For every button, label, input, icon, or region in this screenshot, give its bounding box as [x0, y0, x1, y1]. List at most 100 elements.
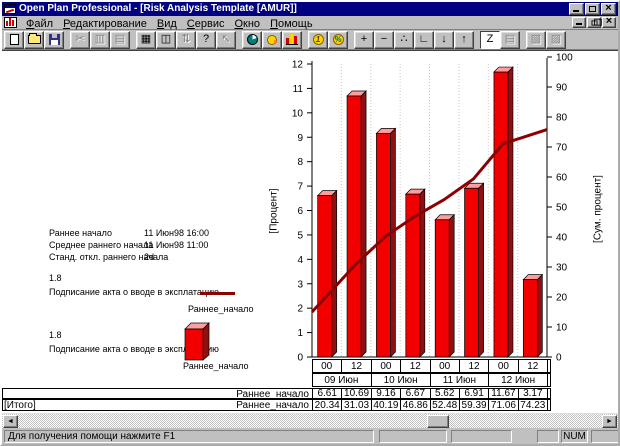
- axis-tick-spacer: [547, 360, 550, 372]
- percent-button[interactable]: %: [328, 30, 348, 49]
- minimize-icon: [573, 10, 579, 12]
- help-button[interactable]: ?: [196, 30, 216, 49]
- add-icon: +: [360, 33, 368, 45]
- paste-button: ▤: [110, 30, 130, 49]
- axis-tick-label: 12: [458, 360, 488, 372]
- restore-button[interactable]: [585, 3, 601, 15]
- move-down-button[interactable]: ↓: [434, 30, 454, 49]
- close-button[interactable]: ×: [601, 1, 616, 15]
- status-bar: Для получения помощи нажмите F1 NUM: [2, 428, 618, 444]
- date-group-label: 09 Июн: [324, 374, 359, 386]
- table-value: 3.17: [517, 388, 547, 399]
- legend-activity-name: Подписание акта о вводе в эксплатацию: [49, 344, 219, 354]
- menu-6[interactable]: Помощь: [270, 17, 313, 30]
- minimize-icon: [576, 23, 582, 25]
- transfer-button: ⇅: [176, 30, 196, 49]
- toolbar-group: 1%: [308, 30, 348, 49]
- status-panel: [591, 430, 618, 443]
- date-group-label: 12 Июн: [488, 374, 547, 386]
- print-icon: ▦: [140, 33, 152, 45]
- right-axis-title: [Сум. процент]: [592, 175, 604, 243]
- minimize-button[interactable]: [569, 3, 584, 15]
- notes-button: ▤: [500, 30, 520, 49]
- remove-button[interactable]: −: [374, 30, 394, 49]
- table-value: 40.19: [370, 400, 400, 411]
- histogram-button[interactable]: [282, 30, 302, 49]
- table-value: 10.69: [341, 388, 370, 399]
- add-button[interactable]: +: [354, 30, 374, 49]
- svg-text:40: 40: [556, 233, 568, 244]
- new-document-button[interactable]: [4, 30, 24, 49]
- table-value: 46.86: [400, 400, 429, 411]
- app-icon: [4, 4, 16, 14]
- scroll-right-button[interactable]: ►: [602, 415, 617, 428]
- print-preview-button[interactable]: ◫: [156, 30, 176, 49]
- zigzag-icon: Z: [486, 33, 494, 45]
- cost-button[interactable]: 1: [308, 30, 328, 49]
- paste-icon: ▤: [114, 33, 126, 45]
- doc-restore-button[interactable]: [587, 17, 602, 28]
- time-analysis-button[interactable]: [242, 30, 262, 49]
- save-button[interactable]: [44, 30, 64, 49]
- restore-icon: [589, 4, 601, 12]
- menu-5[interactable]: Окно: [234, 17, 261, 30]
- close-icon: ×: [605, 1, 612, 14]
- toolbar-group: ✂ ▥ ▤: [70, 30, 130, 49]
- date-group-label: 10 Июн: [370, 374, 430, 386]
- table-value: 11.67: [488, 388, 517, 399]
- horizontal-scrollbar[interactable]: ◄ ►: [2, 413, 618, 428]
- menu-2[interactable]: Редактирование: [63, 17, 147, 30]
- menu-3[interactable]: Вид: [156, 17, 177, 30]
- document-chart-icon: [4, 17, 17, 28]
- stat-label: Станд. откл. раннего начала: [49, 252, 169, 262]
- clock-icon: [246, 34, 258, 45]
- axis-tick-row-box: [312, 359, 551, 373]
- table-row-box: [2, 388, 551, 399]
- table-row-label: Раннее_начало: [236, 389, 309, 400]
- menu-4[interactable]: Сервис: [186, 17, 225, 30]
- svg-text:60: 60: [556, 173, 568, 184]
- table-value: 9.16: [370, 388, 400, 399]
- context-help-icon: ↖: [221, 33, 231, 45]
- window-title: Open Plan Professional - [Risk Analysis …: [19, 3, 297, 14]
- table-value: 6.61: [312, 388, 341, 399]
- status-panel: [379, 430, 447, 443]
- table-spacer: [547, 400, 550, 410]
- remove-icon: −: [380, 33, 388, 45]
- status-message: Для получения помощи нажмите F1: [4, 430, 374, 443]
- print-button[interactable]: ▦: [136, 30, 156, 49]
- copy-icon: ▥: [94, 33, 106, 45]
- svg-text:90: 90: [556, 83, 568, 94]
- legend-activity-id: 1.8: [49, 330, 62, 340]
- transfer-icon: ⇅: [181, 33, 191, 45]
- menu-1[interactable]: Файл: [26, 17, 54, 30]
- legend-activity-id: 1.8: [49, 273, 62, 283]
- chart-view: Раннее начало 11 Июн98 16:00 Среднее ранне…: [2, 50, 618, 413]
- toolbar-group: [242, 30, 302, 49]
- doc-close-button[interactable]: ×: [602, 15, 616, 28]
- open-button[interactable]: [24, 30, 44, 49]
- scroll-left-button[interactable]: ◄: [3, 415, 18, 428]
- close-icon: ×: [605, 15, 613, 27]
- open-folder-icon: [27, 33, 41, 44]
- svg-text:6: 6: [297, 206, 303, 217]
- table-value: 31.03: [341, 400, 370, 411]
- restore-icon: [591, 18, 602, 26]
- zigzag-button[interactable]: Z: [480, 30, 500, 49]
- toolbar: ✂ ▥ ▤ ▦ ◫ ⇅? ↖ 1% + − ∴ ∟ ↓ ↑ Z ▤ ▧ ▨: [2, 30, 618, 50]
- resource-analysis-button[interactable]: [262, 30, 282, 49]
- scroll-thumb[interactable]: [427, 415, 449, 428]
- legend-series-label: Раннее_начало: [183, 361, 249, 371]
- svg-text:3: 3: [297, 279, 303, 290]
- new-document-icon: [9, 34, 19, 45]
- move-down-icon: ↓: [441, 33, 447, 45]
- link-button[interactable]: ∴: [394, 30, 414, 49]
- legend-activity-name: Подписание акта о вводе в эксплатацию: [49, 287, 219, 297]
- step-button[interactable]: ∟: [414, 30, 434, 49]
- move-up-button[interactable]: ↑: [454, 30, 474, 49]
- print-preview-icon: ◫: [160, 33, 172, 45]
- doc-minimize-button[interactable]: [572, 17, 586, 28]
- svg-text:1: 1: [297, 328, 303, 339]
- svg-text:30: 30: [556, 263, 568, 274]
